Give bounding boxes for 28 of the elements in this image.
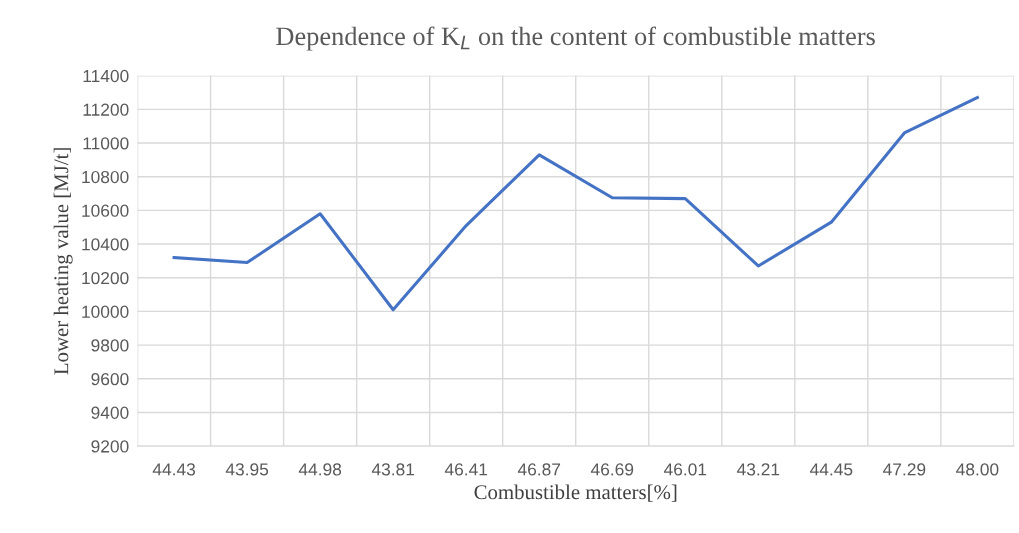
x-tick-label: 43.21 xyxy=(736,463,780,476)
y-tick-label: 11000 xyxy=(83,137,129,150)
y-tick-label: 10400 xyxy=(82,238,129,251)
x-tick-label: 47.29 xyxy=(883,463,926,476)
x-tick-label: 44.98 xyxy=(298,463,342,476)
y-tick-label: 10800 xyxy=(82,170,129,184)
x-tick-label: 46.69 xyxy=(590,463,634,476)
y-tick-label: 11400 xyxy=(83,69,129,83)
y-tick-label: 10000 xyxy=(82,305,129,318)
x-tick-label: 44.43 xyxy=(152,463,196,476)
x-axis-title: Combustible matters[%] xyxy=(474,484,677,502)
y-tick-label: 9200 xyxy=(91,440,129,453)
x-tick-label: 46.41 xyxy=(444,463,488,476)
x-tick-label: 46.87 xyxy=(517,463,561,476)
y-tick-label: 9600 xyxy=(91,372,129,386)
y-tick-label: 10600 xyxy=(82,204,129,217)
x-tick-label: 46.01 xyxy=(663,463,707,476)
line-series xyxy=(172,96,979,312)
chart-title: Dependence of K$_{L}$ on the content of combustible matters xyxy=(276,26,875,51)
x-tick-label: 43.81 xyxy=(371,463,415,476)
y-axis-title: Lower heating value [MJ/t] xyxy=(53,148,73,375)
y-tick-label: 11200 xyxy=(83,103,129,116)
y-tick-label: 9400 xyxy=(91,406,129,419)
x-tick-label: 44.45 xyxy=(810,463,853,476)
y-tick-label: 10200 xyxy=(82,271,129,285)
x-tick-label: 48.00 xyxy=(956,463,999,476)
x-tick-label: 43.95 xyxy=(225,463,269,476)
y-tick-label: 9800 xyxy=(91,339,129,352)
